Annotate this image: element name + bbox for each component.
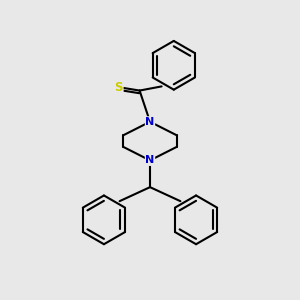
Text: S: S (115, 81, 123, 94)
Text: N: N (146, 155, 154, 165)
Text: N: N (146, 117, 154, 127)
